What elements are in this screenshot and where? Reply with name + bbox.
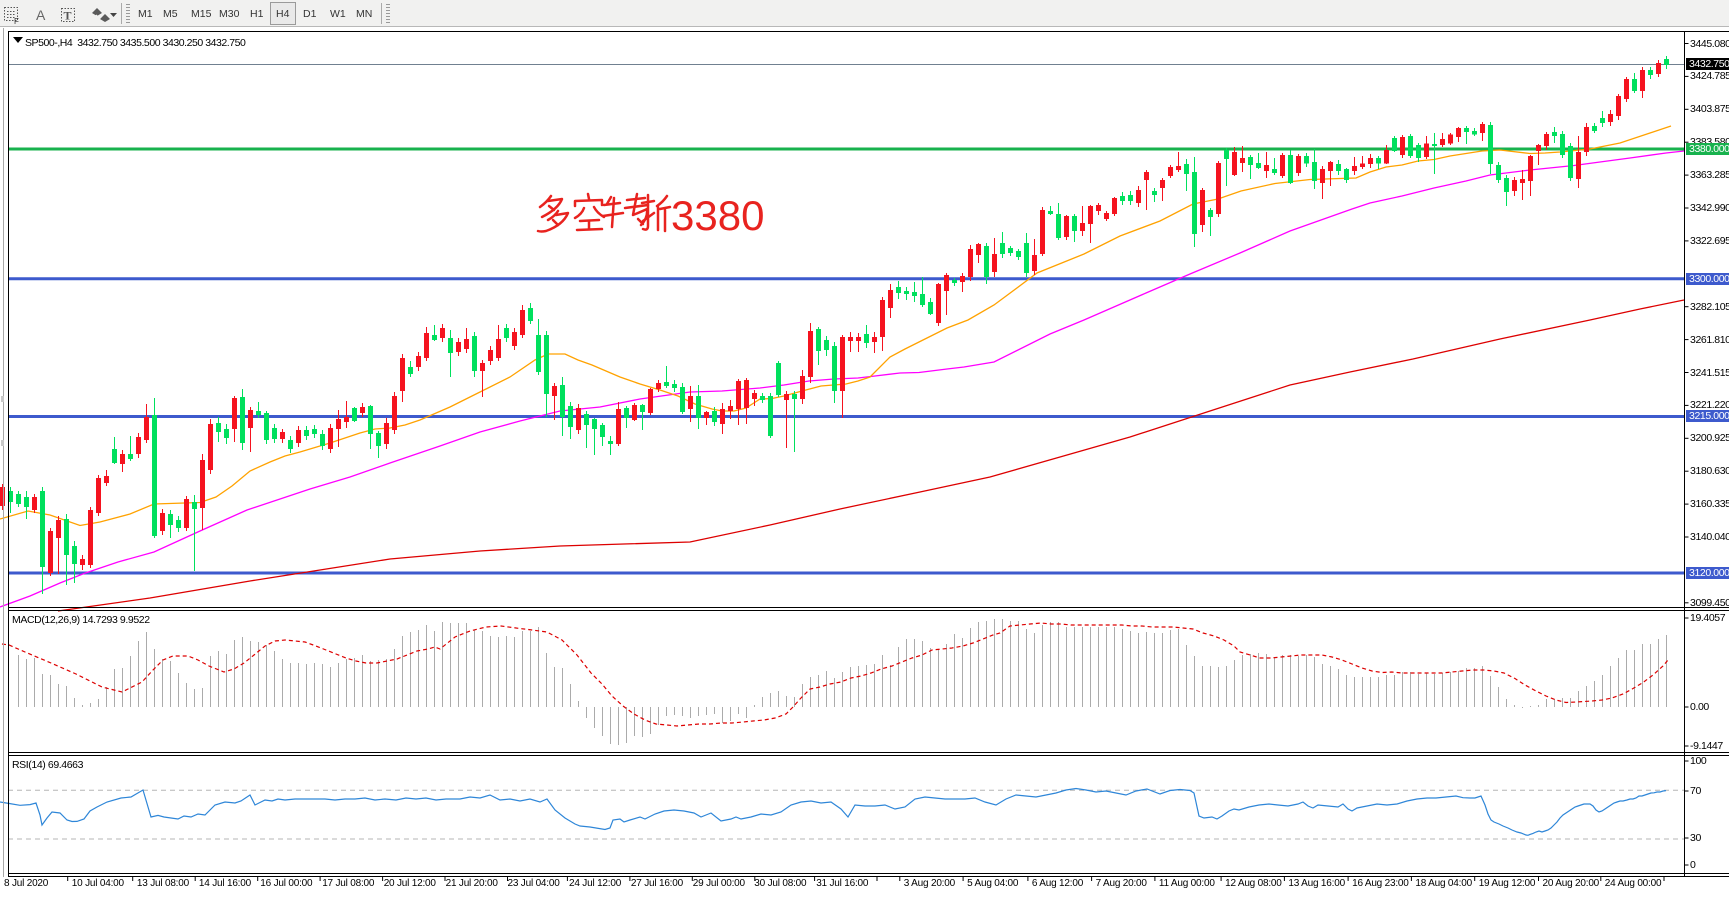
svg-text:3380: 3380 [671,192,764,239]
svg-text:F: F [14,17,19,26]
svg-text:A: A [36,7,46,23]
svg-text:T: T [64,9,72,23]
